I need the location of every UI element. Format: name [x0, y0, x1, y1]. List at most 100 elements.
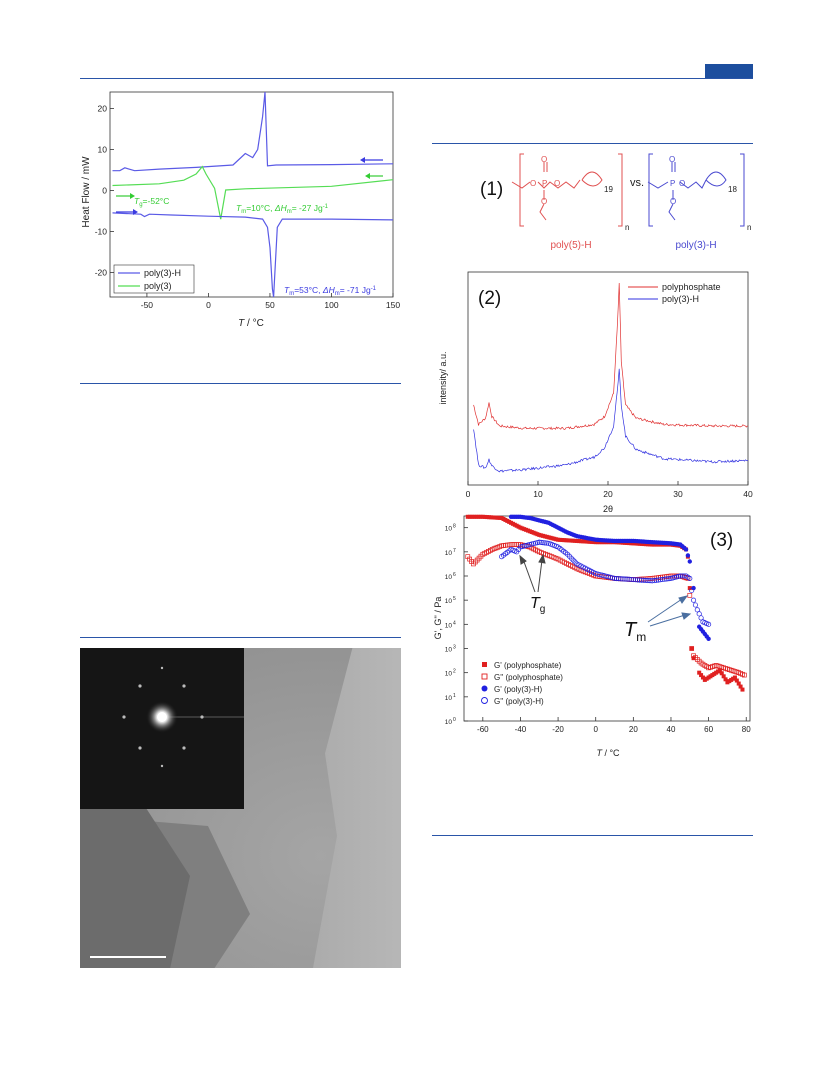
- dsc-series-line-1: [112, 165, 394, 220]
- rheology-x-tick-label: 20: [629, 725, 638, 734]
- rheology-point-0: [643, 542, 648, 547]
- rheology-point-0: [652, 542, 657, 547]
- dsc-x-tick-label: 100: [324, 300, 338, 310]
- rheology-tm-arrows: [647, 595, 692, 627]
- rheology-point-0: [487, 515, 492, 520]
- structure-left-o4: O: [541, 197, 547, 206]
- rheology-x-tick-label: 40: [667, 725, 676, 734]
- dsc-y-tick-label: 20: [98, 103, 108, 113]
- rheology-point-0: [721, 674, 726, 679]
- rheology-point-3: [542, 540, 548, 546]
- rheology-point-0: [736, 681, 741, 686]
- rheology-point-3: [706, 621, 712, 627]
- rheology-point-0: [568, 538, 573, 543]
- rheology-point-3: [698, 615, 704, 621]
- saed-inset: [80, 648, 244, 809]
- rheology-point-0: [650, 542, 655, 547]
- rheology-point-0: [572, 538, 577, 543]
- rheology-tg-arrows: [519, 553, 546, 593]
- rheology-point-3: [689, 587, 695, 594]
- structures-vs: vs.: [630, 177, 644, 189]
- rheology-point-0: [493, 515, 498, 520]
- rheology-x-tick-label: 0: [593, 725, 598, 734]
- rheology-y-tick-base: 10: [445, 695, 453, 702]
- structure-left-n: n: [625, 223, 629, 232]
- rheology-legend-marker-3: [481, 697, 488, 704]
- xrd-panel-label: (2): [478, 288, 501, 309]
- rheology-y-tick-base: 10: [445, 550, 453, 557]
- rheology-x-tick-label: 80: [742, 725, 751, 734]
- rheology-point-0: [700, 675, 705, 680]
- rheology-point-3: [679, 573, 685, 579]
- xrd-x-ticks: 0 10 20 30 40: [466, 481, 753, 499]
- dsc-legend: poly(3)-H poly(3): [113, 264, 195, 294]
- rheology-point-0: [595, 540, 600, 545]
- header-rule: [80, 78, 753, 79]
- rheology-y-tick-base: 10: [445, 647, 453, 654]
- rheology-point-0: [579, 539, 584, 544]
- rheology-point-1: [742, 672, 747, 678]
- rheology-legend-label-2: G' (poly(3)-H): [494, 685, 543, 694]
- structure-left: [511, 153, 623, 227]
- xrd-series-line-0: [473, 282, 749, 431]
- rheology-point-0: [641, 542, 646, 547]
- dsc-y-tick-label: 10: [98, 144, 108, 154]
- rheology-point-3: [536, 539, 542, 545]
- dsc-series-line-2: [112, 212, 394, 298]
- dsc-annot-tm2: Tm=53°C, ΔHm= -71 Jg-1: [284, 285, 377, 297]
- structure-left-subscript: 19: [604, 185, 613, 194]
- xrd-legend-label-1: poly(3)-H: [662, 294, 699, 304]
- rheology-x-tick-label: -40: [515, 725, 527, 734]
- rheology-y-tick-exp: 1: [453, 693, 456, 699]
- rheology-point-0: [740, 687, 745, 692]
- rheology-tm-label: Tm: [624, 619, 646, 644]
- rheology-point-0: [738, 684, 743, 689]
- dsc-arrow-green-right: [365, 173, 383, 179]
- rheology-y-tick-base: 10: [445, 526, 453, 533]
- xrd-series-line-1: [473, 368, 749, 473]
- structure-right-name: poly(3)-H: [675, 240, 716, 251]
- rheology-point-0: [699, 673, 704, 678]
- rheology-point-3: [691, 597, 697, 603]
- rheology-y-tick-exp: 4: [453, 620, 456, 626]
- xrd-x-tick-label: 30: [673, 489, 683, 499]
- rheology-point-0: [734, 678, 739, 683]
- xrd-legend-label-0: polyphosphate: [662, 282, 721, 292]
- rheology-point-3: [694, 607, 700, 613]
- xrd-lines: [473, 282, 749, 473]
- rheology-point-0: [593, 540, 598, 545]
- rheology-point-0: [491, 515, 496, 520]
- rheology-point-0: [587, 539, 592, 544]
- xrd-y-axis-label: intensity/ a.u.: [438, 351, 448, 404]
- structure-left-p: P: [542, 179, 547, 188]
- rheology-point-1: [689, 646, 695, 651]
- rheology-point-0: [637, 541, 642, 546]
- rheology-y-tick-base: 10: [445, 574, 453, 581]
- dsc-x-tick-label: -50: [141, 300, 154, 310]
- rheology-y-tick-exp: 7: [453, 548, 456, 554]
- tem-bright-region: [313, 648, 401, 968]
- rheology-point-0: [576, 539, 581, 544]
- rheology-point-2: [687, 559, 692, 564]
- rheology-point-0: [558, 537, 563, 542]
- saed-pattern: [122, 666, 244, 768]
- rheology-y-tick-base: 10: [445, 622, 453, 629]
- dsc-x-tick-label: 150: [386, 300, 400, 310]
- structure-right-p: P: [670, 179, 675, 188]
- rheology-point-0: [719, 671, 724, 676]
- rheology-point-3: [696, 611, 702, 617]
- rheology-point-2: [691, 585, 696, 591]
- dsc-annot-tg: Tg=-52°C: [134, 196, 169, 208]
- structures-panel-label: (1): [480, 179, 503, 200]
- rheology-point-0: [482, 514, 487, 519]
- rheology-x-tick-label: -20: [552, 725, 564, 734]
- rheology-point-0: [629, 541, 634, 546]
- rheology-y-tick-exp: 6: [453, 572, 456, 578]
- dsc-plot-frame: [109, 91, 394, 298]
- rheology-point-0: [465, 514, 470, 519]
- xrd-chart: 0 10 20 30 40 (2) intensity/ a.u. 2θ polypho…: [438, 271, 753, 514]
- rheology-point-0: [495, 515, 500, 520]
- rheology-point-0: [566, 538, 571, 543]
- xrd-x-tick-label: 20: [603, 489, 613, 499]
- structure-left-o3: O: [554, 179, 560, 188]
